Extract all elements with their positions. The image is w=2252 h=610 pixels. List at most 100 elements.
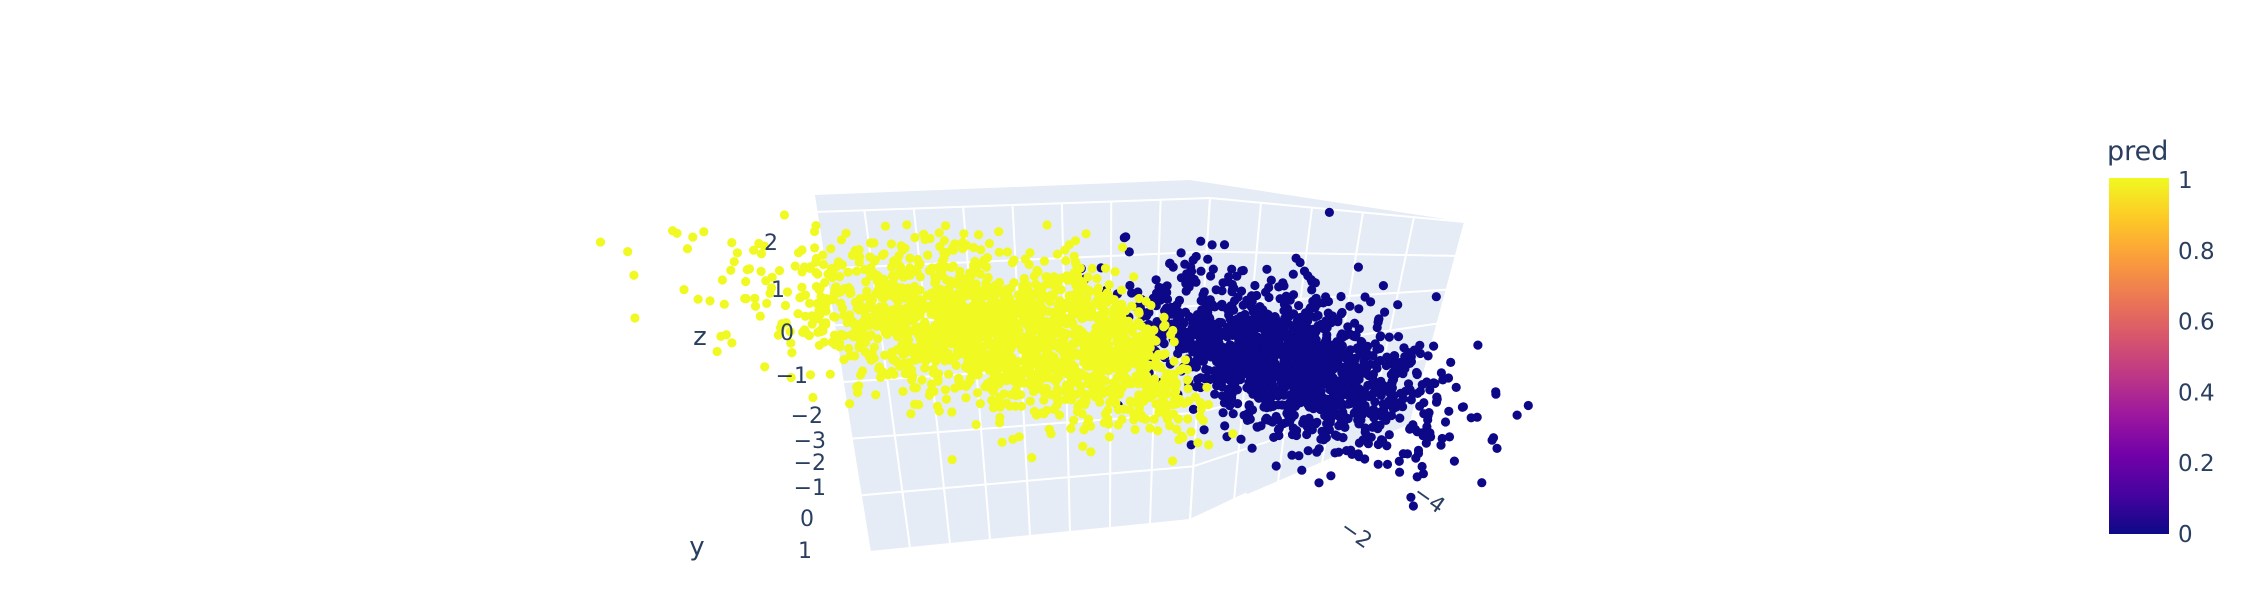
data-point[interactable]: [961, 393, 971, 403]
data-point[interactable]: [987, 395, 997, 405]
data-point[interactable]: [1262, 264, 1272, 274]
data-point[interactable]: [1009, 255, 1019, 265]
data-point[interactable]: [1394, 456, 1404, 466]
data-point[interactable]: [1451, 382, 1461, 392]
data-point[interactable]: [1400, 364, 1410, 374]
data-point[interactable]: [1193, 374, 1203, 384]
data-point[interactable]: [1063, 344, 1073, 354]
data-point[interactable]: [938, 342, 949, 352]
data-point[interactable]: [1165, 421, 1175, 431]
data-point[interactable]: [1421, 438, 1431, 448]
data-point[interactable]: [1203, 254, 1213, 264]
data-point[interactable]: [814, 285, 824, 295]
data-point[interactable]: [1283, 318, 1293, 329]
data-point[interactable]: [893, 332, 903, 342]
data-point[interactable]: [1444, 406, 1454, 416]
data-point[interactable]: [857, 366, 868, 376]
data-point[interactable]: [1176, 248, 1186, 258]
data-point[interactable]: [729, 257, 739, 267]
data-point[interactable]: [1219, 398, 1229, 408]
data-point[interactable]: [968, 300, 978, 310]
data-point[interactable]: [1118, 358, 1128, 368]
data-point[interactable]: [1322, 373, 1332, 383]
data-point[interactable]: [1017, 336, 1027, 346]
data-point[interactable]: [1384, 430, 1394, 440]
data-point[interactable]: [964, 346, 974, 356]
data-point[interactable]: [818, 319, 829, 329]
data-point[interactable]: [907, 365, 917, 375]
data-point[interactable]: [1224, 272, 1234, 282]
data-point[interactable]: [1013, 298, 1023, 308]
data-point[interactable]: [808, 392, 818, 403]
data-point[interactable]: [1333, 431, 1343, 441]
data-point[interactable]: [1378, 436, 1388, 446]
data-point[interactable]: [926, 309, 936, 319]
scatter-points[interactable]: [595, 207, 1533, 511]
data-point[interactable]: [1168, 456, 1178, 466]
data-point[interactable]: [1368, 376, 1378, 386]
data-point[interactable]: [988, 386, 998, 396]
data-point[interactable]: [1341, 363, 1351, 373]
data-point[interactable]: [1425, 428, 1435, 438]
data-point[interactable]: [1216, 342, 1226, 353]
data-point[interactable]: [995, 418, 1005, 428]
data-point[interactable]: [1436, 368, 1446, 378]
data-point[interactable]: [1429, 341, 1439, 351]
data-point[interactable]: [1366, 432, 1376, 442]
data-point[interactable]: [1236, 363, 1246, 373]
data-point[interactable]: [1353, 262, 1363, 272]
data-point[interactable]: [829, 330, 840, 340]
data-point[interactable]: [998, 288, 1008, 298]
data-point[interactable]: [1202, 336, 1212, 346]
data-point[interactable]: [630, 313, 640, 323]
data-point[interactable]: [994, 247, 1004, 257]
data-point[interactable]: [1512, 410, 1522, 420]
data-point[interactable]: [1060, 245, 1070, 255]
data-point[interactable]: [971, 266, 981, 277]
data-point[interactable]: [1297, 465, 1307, 475]
data-point[interactable]: [1166, 330, 1176, 340]
data-point[interactable]: [1129, 410, 1139, 421]
data-point[interactable]: [1440, 417, 1451, 427]
data-point[interactable]: [1227, 279, 1237, 290]
data-point[interactable]: [1182, 269, 1192, 279]
data-point[interactable]: [1292, 362, 1303, 372]
data-point[interactable]: [961, 278, 972, 288]
data-point[interactable]: [955, 266, 965, 276]
data-point[interactable]: [1072, 406, 1082, 417]
data-point[interactable]: [1193, 438, 1203, 448]
data-point[interactable]: [1182, 375, 1193, 385]
data-point[interactable]: [1119, 233, 1129, 243]
data-point[interactable]: [1352, 343, 1363, 353]
data-point[interactable]: [1207, 240, 1217, 250]
data-point[interactable]: [668, 226, 678, 236]
data-point[interactable]: [865, 313, 875, 323]
data-point[interactable]: [1429, 378, 1439, 388]
data-point[interactable]: [976, 245, 986, 255]
data-point[interactable]: [749, 245, 759, 255]
data-point[interactable]: [779, 210, 790, 220]
data-point[interactable]: [811, 268, 821, 278]
data-point[interactable]: [1139, 353, 1149, 363]
data-point[interactable]: [1149, 335, 1160, 345]
data-point[interactable]: [805, 298, 815, 308]
data-point[interactable]: [1117, 313, 1127, 323]
data-point[interactable]: [1077, 313, 1087, 324]
data-point[interactable]: [1238, 265, 1248, 276]
data-point[interactable]: [1127, 301, 1137, 311]
data-point[interactable]: [933, 271, 944, 281]
data-point[interactable]: [1017, 345, 1027, 355]
data-point[interactable]: [1336, 291, 1346, 302]
data-point[interactable]: [1118, 242, 1128, 252]
data-point[interactable]: [727, 338, 737, 348]
data-point[interactable]: [975, 259, 986, 269]
data-point[interactable]: [1011, 367, 1021, 377]
data-point[interactable]: [1040, 388, 1050, 398]
data-point[interactable]: [1117, 299, 1127, 309]
data-point[interactable]: [1125, 280, 1135, 291]
data-point[interactable]: [1042, 279, 1052, 289]
data-point[interactable]: [1381, 360, 1391, 371]
data-point[interactable]: [1457, 402, 1467, 412]
data-point[interactable]: [1253, 338, 1263, 348]
